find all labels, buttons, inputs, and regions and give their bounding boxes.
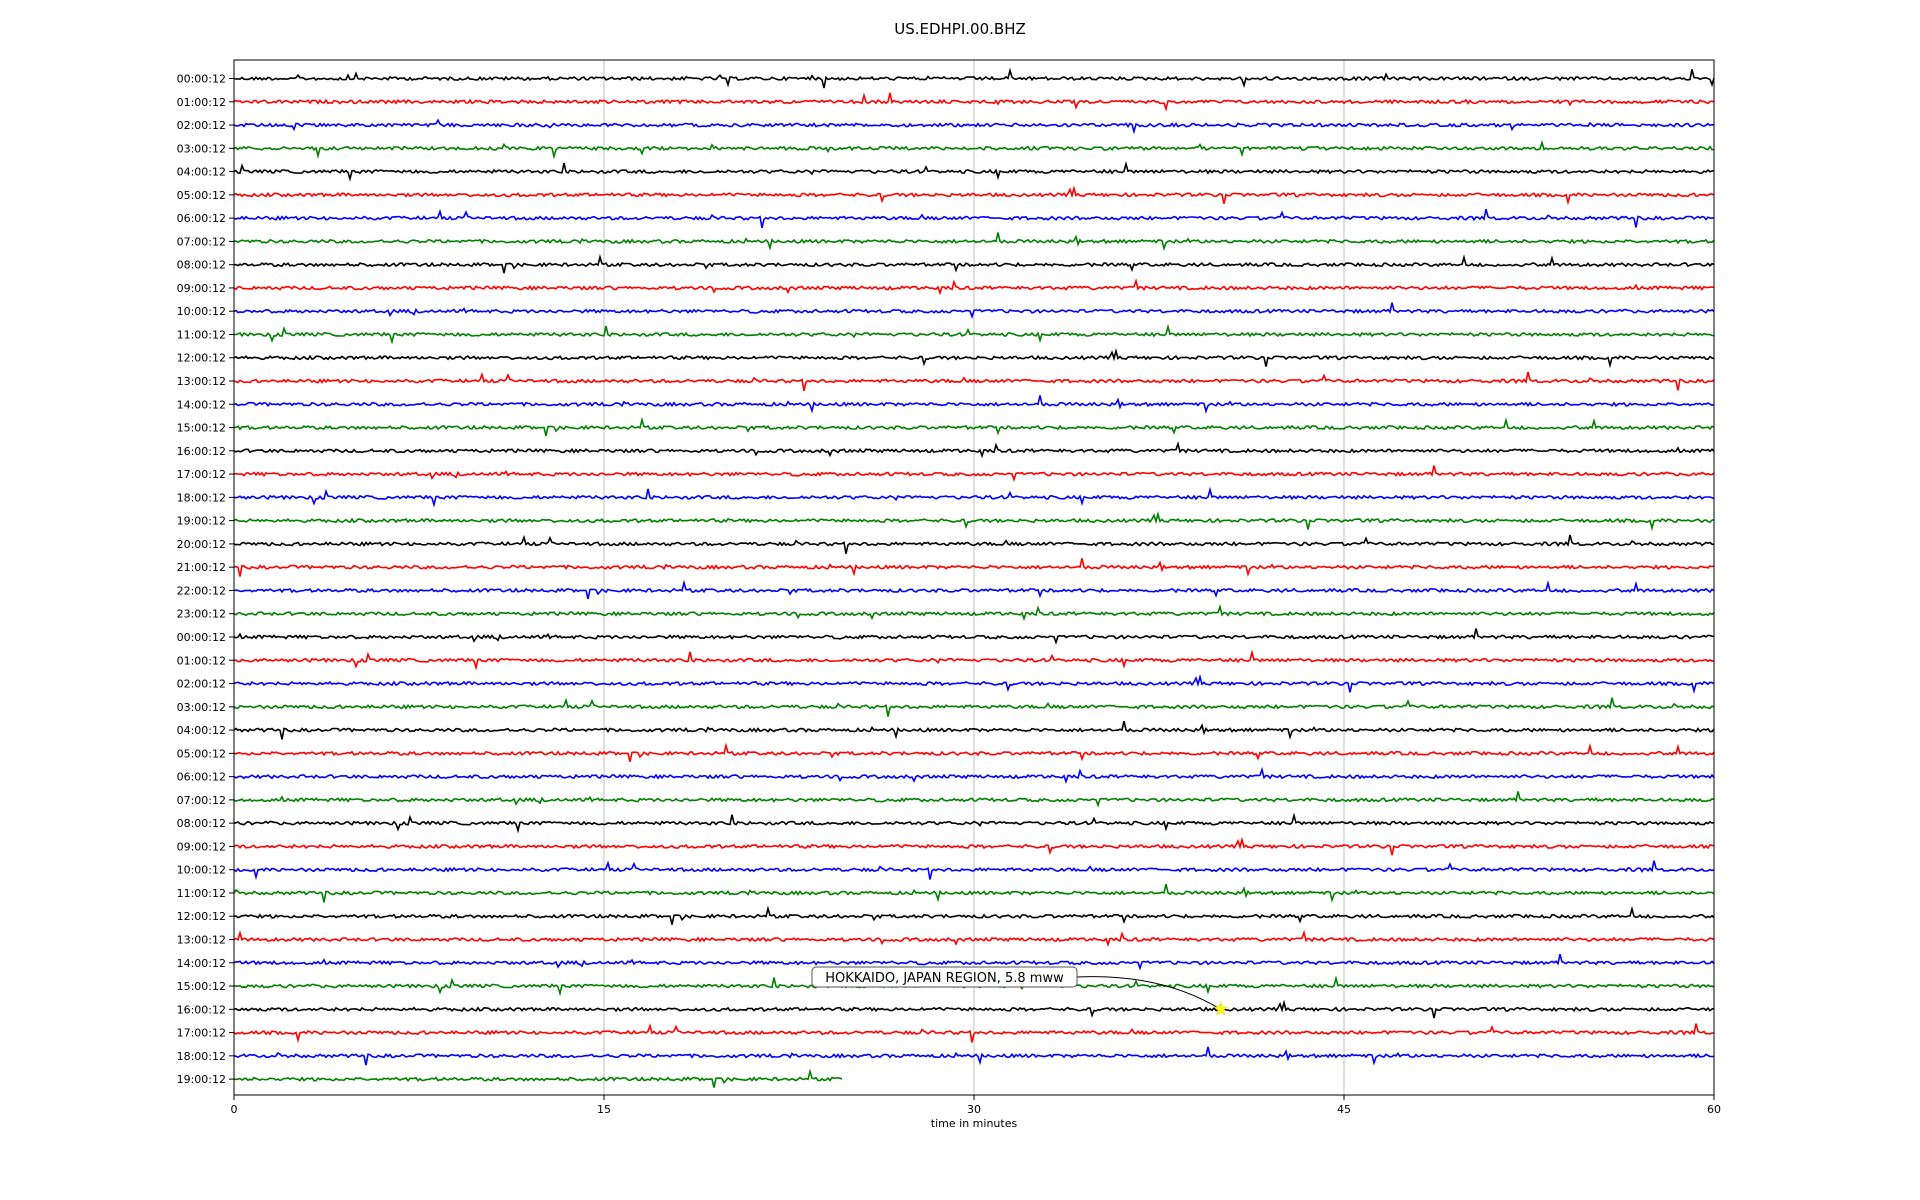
trace-line <box>233 791 1715 808</box>
trace-line <box>233 278 1715 296</box>
trace-line <box>233 766 1715 785</box>
trace-line <box>233 348 1715 369</box>
y-tick-label: 05:00:12 <box>177 189 226 202</box>
y-tick-label: 12:00:12 <box>177 352 226 365</box>
trace-line <box>233 673 1715 695</box>
y-tick-label: 06:00:12 <box>177 212 226 225</box>
trace-line <box>233 395 1715 415</box>
y-tick-label: 16:00:12 <box>177 445 226 458</box>
trace-line <box>233 579 1715 600</box>
trace-line <box>233 416 1715 437</box>
trace-line <box>233 465 1715 482</box>
x-tick-label: 60 <box>1707 1103 1721 1116</box>
y-tick-label: 10:00:12 <box>177 305 226 318</box>
y-tick-label: 23:00:12 <box>177 608 226 621</box>
trace-line <box>233 860 1715 881</box>
trace-line <box>233 883 1715 903</box>
trace-line <box>233 92 1715 112</box>
annotation-label: HOKKAIDO, JAPAN REGION, 5.8 mww <box>825 971 1064 986</box>
trace-line <box>233 232 1715 252</box>
x-tick-label: 45 <box>1337 1103 1351 1116</box>
y-tick-label: 07:00:12 <box>177 794 226 807</box>
event-star-marker <box>1213 1001 1228 1016</box>
y-tick-label: 20:00:12 <box>177 538 226 551</box>
x-tick-label: 0 <box>231 1103 238 1116</box>
y-tick-label: 17:00:12 <box>177 1027 226 1040</box>
y-tick-label: 00:00:12 <box>177 73 226 86</box>
x-tick-label: 15 <box>597 1103 611 1116</box>
x-tick-label: 30 <box>967 1103 981 1116</box>
trace-line <box>233 185 1715 206</box>
y-tick-label: 06:00:12 <box>177 771 226 784</box>
y-tick-label: 00:00:12 <box>177 631 226 644</box>
trace-line <box>233 697 1715 717</box>
trace-line <box>233 160 1715 182</box>
y-tick-label: 17:00:12 <box>177 468 226 481</box>
trace-line <box>233 742 1715 762</box>
y-tick-label: 11:00:12 <box>177 328 226 341</box>
x-axis-label: time in minutes <box>930 1117 1018 1130</box>
y-tick-label: 13:00:12 <box>177 375 226 388</box>
trace-line <box>233 649 1715 671</box>
trace-line <box>233 721 1715 740</box>
y-tick-label: 08:00:12 <box>177 817 226 830</box>
trace-line <box>234 323 1715 345</box>
annotation-box <box>811 966 1078 988</box>
trace-line <box>234 253 1715 274</box>
trace-line <box>233 1046 1714 1066</box>
y-tick-label: 02:00:12 <box>177 119 226 132</box>
trace-line <box>233 558 1715 577</box>
trace-line <box>233 208 1715 229</box>
y-tick-label: 22:00:12 <box>177 584 226 597</box>
chart-title: US.EDHPI.00.BHZ <box>894 20 1026 38</box>
trace-line <box>233 1068 843 1088</box>
y-tick-label: 10:00:12 <box>177 864 226 877</box>
trace-line <box>233 139 1715 160</box>
y-tick-label: 03:00:12 <box>177 701 226 714</box>
y-tick-label: 01:00:12 <box>177 654 226 667</box>
y-tick-label: 04:00:12 <box>177 724 226 737</box>
y-tick-label: 15:00:12 <box>177 980 226 993</box>
trace-line <box>233 929 1715 947</box>
y-tick-label: 05:00:12 <box>177 747 226 760</box>
trace-line <box>233 812 1715 834</box>
y-tick-label: 09:00:12 <box>177 282 226 295</box>
y-tick-label: 21:00:12 <box>177 561 226 574</box>
y-tick-label: 03:00:12 <box>177 142 226 155</box>
y-tick-label: 14:00:12 <box>177 957 226 970</box>
trace-line <box>233 534 1715 554</box>
trace-line <box>233 118 1715 135</box>
y-tick-label: 13:00:12 <box>177 933 226 946</box>
trace-line <box>233 371 1715 391</box>
y-tick-label: 01:00:12 <box>177 96 226 109</box>
y-tick-label: 14:00:12 <box>177 398 226 411</box>
y-tick-label: 12:00:12 <box>177 910 226 923</box>
trace-line <box>233 67 1715 89</box>
y-tick-label: 08:00:12 <box>177 259 226 272</box>
trace-line <box>233 836 1715 856</box>
y-tick-label: 09:00:12 <box>177 840 226 853</box>
y-tick-label: 19:00:12 <box>177 1073 226 1086</box>
trace-line <box>233 905 1715 925</box>
trace-line <box>233 1023 1715 1044</box>
trace-line <box>233 603 1715 622</box>
trace-line <box>233 486 1715 508</box>
y-tick-label: 16:00:12 <box>177 1003 226 1016</box>
y-tick-label: 18:00:12 <box>177 1050 226 1063</box>
y-tick-label: 07:00:12 <box>177 235 226 248</box>
trace-line <box>233 999 1715 1019</box>
trace-line <box>233 441 1715 459</box>
trace-line <box>233 628 1714 645</box>
annotation-connector <box>1076 976 1221 1010</box>
trace-line <box>233 953 1715 971</box>
y-tick-label: 19:00:12 <box>177 515 226 528</box>
y-tick-label: 02:00:12 <box>177 678 226 691</box>
y-tick-label: 04:00:12 <box>177 166 226 179</box>
y-tick-label: 11:00:12 <box>177 887 226 900</box>
trace-line <box>233 302 1715 320</box>
trace-line <box>233 510 1715 532</box>
y-tick-label: 18:00:12 <box>177 491 226 504</box>
y-tick-label: 15:00:12 <box>177 422 226 435</box>
